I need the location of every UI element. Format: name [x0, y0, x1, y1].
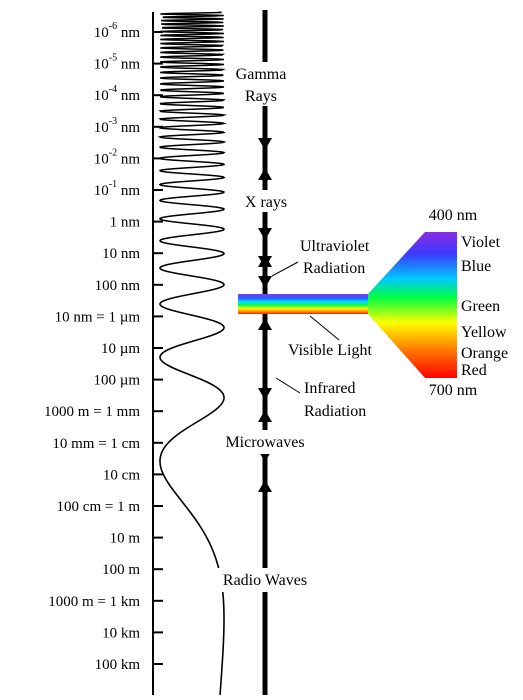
uv-pointer: [271, 261, 299, 277]
band-arrowhead: [258, 138, 272, 150]
band-arrowhead: [258, 276, 272, 288]
band-gamma-line2: Rays: [245, 88, 277, 105]
scale-label: 1 nm: [110, 215, 141, 231]
band-arrowhead: [258, 256, 272, 268]
scale-ticks: [153, 31, 163, 665]
band-visible: Visible Light: [288, 342, 372, 359]
band-xrays: X rays: [245, 194, 287, 211]
scale-labels: 10-6 nm 10-5 nm 10-4 nm 10-3 nm 10-2 nm 10-1 …: [44, 21, 140, 673]
band-arrowhead: [258, 480, 272, 492]
spectrum-color-label: Orange: [461, 345, 508, 362]
scale-label: 100 cm = 1 m: [57, 499, 141, 515]
scale-label: 10 nm = 1 µm: [55, 309, 141, 325]
band-ir-line2: Radiation: [304, 403, 366, 420]
scale-label: 10-1 nm: [94, 179, 141, 199]
spectrum-bar: [425, 232, 457, 378]
spectrum-color-label: Violet: [461, 234, 501, 251]
band-arrowhead: [258, 228, 272, 240]
spectrum-color-label: Blue: [461, 258, 491, 275]
wave-curve: [157, 11, 227, 696]
band-arrowhead: [258, 388, 272, 400]
scale-label: 100 µm: [93, 373, 140, 389]
spectrum-color-label: Red: [461, 362, 487, 379]
band-gamma-line1: Gamma: [236, 66, 287, 83]
scale-label: 10 mm = 1 cm: [52, 436, 140, 452]
scale-label: 10-3 nm: [94, 116, 141, 136]
spectrum-color-label: Green: [461, 298, 500, 315]
band-ir-line1: Infrared: [304, 380, 356, 397]
scale-label: 10-5 nm: [94, 53, 141, 73]
scale-label: 10-2 nm: [94, 147, 141, 167]
visible-light-beam: [238, 232, 457, 378]
scale-label: 100 nm: [95, 278, 141, 294]
scale-label: 10 nm: [102, 246, 140, 262]
band-arrowhead: [258, 168, 272, 180]
scale-label: 10 µm: [101, 341, 140, 357]
band-uv-line2: Radiation: [303, 260, 365, 277]
spectrum-color-label: Yellow: [461, 324, 507, 341]
band-arrowhead: [258, 318, 272, 330]
band-uv-line1: Ultraviolet: [300, 238, 370, 255]
scale-label: 100 m: [102, 562, 140, 578]
spectrum-top-label: 400 nm: [429, 207, 478, 224]
scale-label: 10 cm: [103, 467, 140, 483]
band-radio: Radio Waves: [223, 572, 307, 589]
band-microwaves: Microwaves: [225, 434, 304, 451]
scale-label: 100 km: [95, 657, 141, 673]
visible-pointer: [309, 315, 340, 341]
ir-pointer: [275, 377, 301, 394]
scale-label: 10 km: [102, 625, 140, 641]
scale-label: 1000 m = 1 km: [48, 594, 140, 610]
scale-label: 10-6 nm: [94, 21, 141, 41]
scale-label: 10 m: [110, 531, 141, 547]
band-arrowhead: [258, 410, 272, 422]
scale-label: 1000 m = 1 mm: [44, 404, 140, 420]
spectrum-bottom-label: 700 nm: [429, 382, 478, 399]
scale-label: 10-4 nm: [94, 84, 141, 104]
